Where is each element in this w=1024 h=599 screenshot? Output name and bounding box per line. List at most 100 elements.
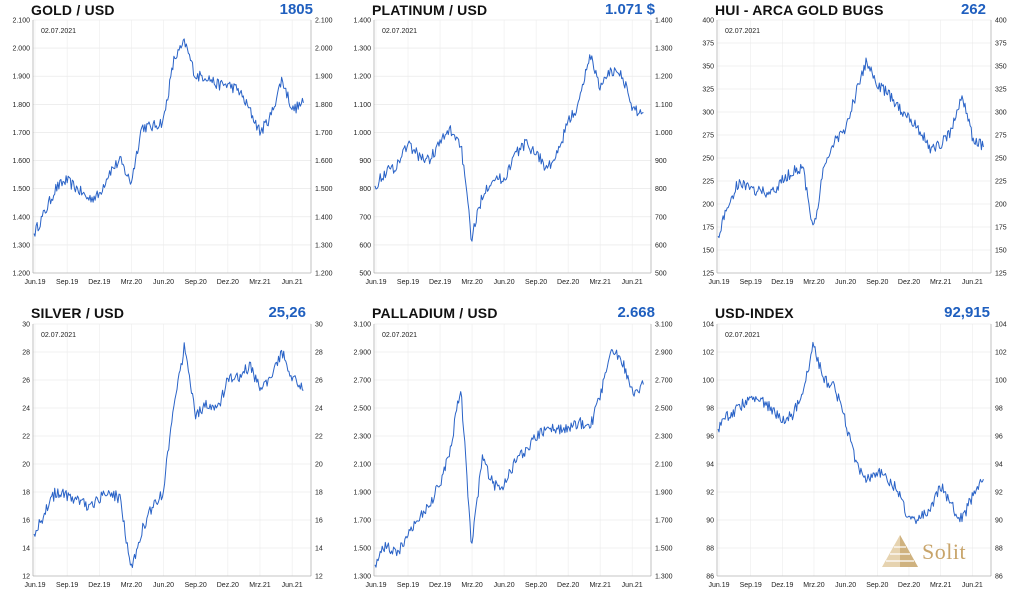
x-tick-label: Jun.20 xyxy=(153,582,174,589)
y-tick-label-left: 3.100 xyxy=(353,322,371,329)
current-value: 1805 xyxy=(279,1,313,18)
x-tick-label: Dez.20 xyxy=(217,279,239,286)
x-tick-label: Jun.19 xyxy=(365,279,386,286)
y-tick-label-left: 90 xyxy=(706,518,714,525)
y-tick-label-right: 200 xyxy=(995,202,1007,209)
y-tick-label-right: 125 xyxy=(995,271,1007,278)
y-tick-label-right: 800 xyxy=(655,186,667,193)
x-tick-label: Sep.19 xyxy=(397,279,419,286)
y-tick-label-left: 200 xyxy=(702,202,714,209)
y-tick-label-right: 175 xyxy=(995,225,1007,232)
line-chart: 86 86 88 88 90 90 92 92 94 94 96 96 98 98 100 100 102 102… xyxy=(702,322,1007,590)
y-tick-label-left: 1.500 xyxy=(12,186,30,193)
y-tick-label-right: 28 xyxy=(315,350,323,357)
x-tick-label: Sep.20 xyxy=(866,279,888,286)
y-tick-label-left: 96 xyxy=(706,434,714,441)
y-tick-label-right: 1.300 xyxy=(655,574,673,581)
x-tick-label: Sep.20 xyxy=(525,582,547,589)
y-tick-label-right: 1.300 xyxy=(655,46,673,53)
y-tick-label-right: 100 xyxy=(995,378,1007,385)
x-tick-label: Mrz.21 xyxy=(249,582,271,589)
y-tick-label-right: 2.700 xyxy=(655,378,673,385)
y-tick-label-left: 14 xyxy=(22,546,30,553)
y-tick-label-left: 400 xyxy=(702,18,714,25)
x-tick-label: Dez.19 xyxy=(771,582,793,589)
x-tick-label: Dez.19 xyxy=(429,582,451,589)
chart-panel: 500 500 600 600 700 700 800 800 900 900 1.000 1.000… xyxy=(340,0,685,296)
y-tick-label-left: 1.500 xyxy=(353,546,371,553)
x-tick-label: Jun.20 xyxy=(835,582,856,589)
x-tick-label: Dez.19 xyxy=(429,279,451,286)
y-tick-label-right: 2.000 xyxy=(315,46,333,53)
x-tick-label: Jun.19 xyxy=(24,279,45,286)
y-tick-label-left: 600 xyxy=(359,242,371,249)
x-tick-label: Dez.20 xyxy=(898,279,920,286)
solit-logo: Solit xyxy=(880,533,1000,573)
chart-title: PALLADIUM / USD xyxy=(372,305,498,321)
price-series-line xyxy=(374,349,644,568)
y-tick-label-left: 1.400 xyxy=(12,214,30,221)
x-tick-label: Jun.19 xyxy=(24,582,45,589)
y-tick-label-right: 16 xyxy=(315,518,323,525)
line-chart: 500 500 600 600 700 700 800 800 900 900 1.000 1.000… xyxy=(353,18,673,287)
line-chart: 12 12 14 14 16 16 18 18 20 20 22 22 24 24 26 26 28 28 30 30… xyxy=(22,322,323,590)
y-tick-label-right: 600 xyxy=(655,242,667,249)
x-tick-label: Mrz.21 xyxy=(249,279,271,286)
price-series-line xyxy=(33,342,304,568)
chart-panel: 1.200 1.200 1.300 1.300 1.400 1.400 1.500 1.500… xyxy=(0,0,345,296)
y-tick-label-left: 1.800 xyxy=(12,102,30,109)
x-tick-label: Mrz.20 xyxy=(803,582,825,589)
chart-title: USD-INDEX xyxy=(715,305,794,321)
y-tick-label-right: 22 xyxy=(315,434,323,441)
x-tick-label: Mrz.21 xyxy=(930,582,952,589)
x-tick-label: Jun.19 xyxy=(708,582,729,589)
y-tick-label-right: 1.700 xyxy=(315,130,333,137)
y-tick-label-left: 24 xyxy=(22,406,30,413)
chart-panel: 12 12 14 14 16 16 18 18 20 20 22 22 24 24 26 26 28 28 30 30… xyxy=(0,303,345,599)
y-tick-label-left: 88 xyxy=(706,546,714,553)
y-tick-label-left: 1.700 xyxy=(12,130,30,137)
y-tick-label-left: 325 xyxy=(702,87,714,94)
y-tick-label-right: 275 xyxy=(995,133,1007,140)
y-tick-label-right: 1.200 xyxy=(655,74,673,81)
y-tick-label-left: 102 xyxy=(702,350,714,357)
y-tick-label-left: 125 xyxy=(702,271,714,278)
y-tick-label-left: 30 xyxy=(22,322,30,329)
current-value: 2.668 xyxy=(617,304,655,321)
y-tick-label-left: 1.600 xyxy=(12,158,30,165)
y-tick-label-left: 275 xyxy=(702,133,714,140)
y-tick-label-left: 86 xyxy=(706,574,714,581)
x-tick-label: Sep.19 xyxy=(56,279,78,286)
y-tick-label-right: 94 xyxy=(995,462,1003,469)
x-tick-label: Sep.19 xyxy=(56,582,78,589)
y-tick-label-right: 96 xyxy=(995,434,1003,441)
x-tick-label: Dez.19 xyxy=(88,582,110,589)
x-tick-label: Jun.21 xyxy=(962,582,983,589)
y-tick-label-left: 18 xyxy=(22,490,30,497)
x-tick-label: Dez.19 xyxy=(771,279,793,286)
x-tick-label: Mrz.20 xyxy=(803,279,825,286)
price-series-line xyxy=(33,38,304,237)
y-tick-label-right: 12 xyxy=(315,574,323,581)
y-tick-label-right: 350 xyxy=(995,64,1007,71)
y-tick-label-left: 20 xyxy=(22,462,30,469)
y-tick-label-right: 14 xyxy=(315,546,323,553)
y-tick-label-left: 1.300 xyxy=(353,46,371,53)
y-tick-label-left: 800 xyxy=(359,186,371,193)
y-tick-label-right: 2.500 xyxy=(655,406,673,413)
logo-text: Solit xyxy=(922,539,967,564)
y-tick-label-right: 24 xyxy=(315,406,323,413)
y-tick-label-left: 92 xyxy=(706,490,714,497)
y-tick-label-left: 2.300 xyxy=(353,434,371,441)
chart-title: HUI - ARCA GOLD BUGS xyxy=(715,2,884,18)
y-tick-label-right: 26 xyxy=(315,378,323,385)
chart-panel: 86 86 88 88 90 90 92 92 94 94 96 96 98 98 100 100 102 102… xyxy=(680,303,1024,599)
as-of-date: 02.07.2021 xyxy=(41,332,77,339)
price-series-line xyxy=(717,341,984,525)
x-tick-label: Mrz.20 xyxy=(461,582,483,589)
y-tick-label-left: 2.900 xyxy=(353,350,371,357)
y-tick-label-right: 250 xyxy=(995,156,1007,163)
x-tick-label: Mrz.21 xyxy=(589,582,611,589)
x-tick-label: Mrz.21 xyxy=(930,279,952,286)
y-tick-label-left: 26 xyxy=(22,378,30,385)
